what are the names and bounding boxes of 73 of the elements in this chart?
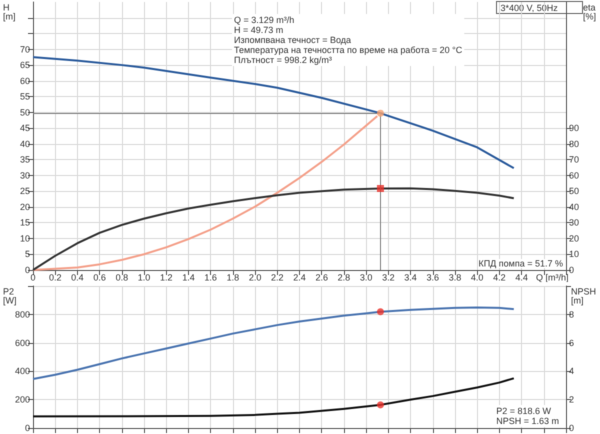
x-tick-label: 2.6 [315,272,328,282]
y-tick-label: 25 [20,186,30,196]
x-tick-label: 0.8 [116,272,128,282]
chart-title: 3*400 V, 50Hz [500,3,558,13]
y-tick-label: 30 [20,170,30,180]
y-tick-label: 40 [20,138,30,149]
y2-tick-label: 40 [569,202,580,212]
x-tick-label: 1.6 [204,272,217,282]
y-tick-label: 0 [24,423,30,433]
x-axis-title: Q [m³/h] [536,272,569,282]
y2-tick-label: 70 [569,154,580,165]
x-tick-label: 0.4 [71,272,84,282]
y-tick-label: 65 [20,60,30,70]
annotation: H = 49.73 m [234,25,284,35]
y2-axis-title: eta [%] [582,2,596,22]
y2-tick-label: 0 [569,265,574,275]
annotation: Q = 3.129 m³/h [234,15,294,25]
annotation: Плътност = 998.2 kg/m³ [234,55,332,65]
y2-tick-label: 90 [569,123,580,134]
y2-tick-label: 10 [569,249,580,260]
y-axis-title: H [m] [3,2,16,22]
x-tick-label: 1.4 [182,272,195,282]
x-tick-label: 1.0 [138,272,150,282]
x-tick-label: 3.4 [404,272,417,282]
x-tick-label: 0.2 [48,272,62,282]
x-tick-label: 3.6 [426,272,440,282]
y-tick-label: 15 [20,218,30,228]
x-tick-label: 4.2 [493,272,506,282]
y2-tick-label: 50 [569,186,580,196]
line-series [32,377,515,418]
x-tick-label: 0.6 [93,272,106,282]
x-tick-label: 2.8 [338,272,350,282]
y-tick-label: 5 [24,249,30,260]
y-tick-label: 35 [20,154,30,165]
x-tick-label: 3.8 [448,272,462,282]
y-tick-label: 200 [14,394,30,405]
x-tick-label: 4.0 [470,272,484,282]
x-tick-label: 2.0 [248,272,262,282]
y-axis-title: P2 [W] [3,286,16,306]
y2-tick-label: 4 [569,366,574,376]
y-tick-label: 45 [20,123,30,134]
y-tick-label: 70 [20,44,30,54]
annotation: Температура на течността по време на работа = 20 °C [234,45,463,55]
y2-axis-title: NPSH [m] [570,286,596,306]
y-tick-label: 600 [14,338,30,348]
y2-tick-label: 60 [569,170,580,180]
y2-tick-label: 0 [569,423,574,433]
y2-tick-label: 2 [569,394,574,405]
x-tick-label: 2.4 [293,272,306,282]
annotation: P2 = 818.6 W [496,406,552,416]
annotation: NPSH = 1.63 m [496,416,560,426]
y-tick-label: 800 [14,309,30,320]
line-series [32,306,515,380]
x-tick-label: 3.2 [382,272,395,282]
y-tick-label: 55 [20,92,30,102]
y-tick-label: 20 [20,202,30,212]
y-tick-label: 400 [14,366,30,376]
y-tick-label: 10 [20,233,30,244]
x-tick-label: 4.4 [515,272,528,282]
y2-tick-label: 8 [569,309,574,320]
y2-tick-label: 6 [569,338,574,348]
y-tick-label: 50 [20,107,30,118]
annotation: КПД помпа = 51.7 % [478,258,563,268]
x-tick-label: 2.2 [271,272,284,282]
x-tick-label: 1.8 [226,272,240,282]
y2-tick-label: 80 [569,138,580,149]
x-tick-label: 1.2 [160,272,173,282]
y2-tick-label: 20 [569,233,580,244]
y-tick-label: 60 [20,76,30,86]
y-tick-label: 0 [24,265,30,275]
y2-tick-label: 30 [569,218,580,228]
annotation: Изпомпвана течност = Вода [234,35,352,45]
x-tick-label: 3.0 [360,272,372,282]
